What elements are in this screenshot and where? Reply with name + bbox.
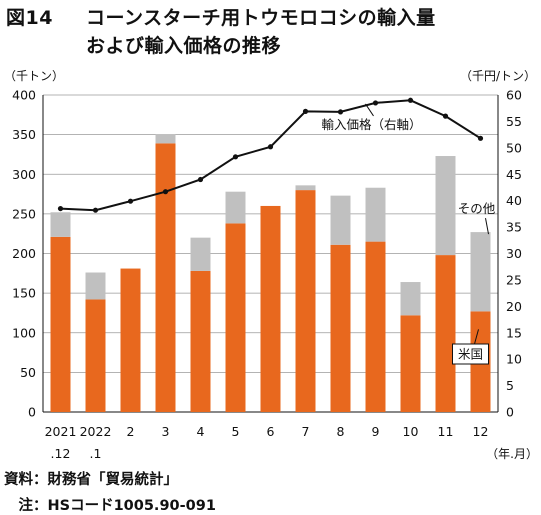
figure-number: 図14 [6, 7, 53, 29]
chart-subtitle: および輸入価格の推移 [86, 35, 282, 57]
us-label-leader [474, 329, 479, 345]
y-left-tick-label: 350 [12, 127, 36, 142]
bar-us [225, 223, 246, 412]
y-left-tick-label: 100 [12, 325, 36, 340]
bar-us [190, 270, 211, 412]
price-point [442, 113, 449, 119]
bar-other [330, 195, 351, 245]
x-unit: （年.月） [486, 447, 538, 461]
bar-us [435, 255, 456, 412]
bar-us [400, 315, 421, 412]
bar-other [295, 185, 316, 191]
bar-other [225, 191, 246, 224]
y-left-unit: （千トン） [4, 69, 64, 83]
y-right-tick-label: 30 [506, 246, 522, 261]
x-tick-label: 4 [197, 424, 205, 439]
y-right-tick-label: 5 [506, 378, 514, 393]
x-tick-label: 5 [232, 424, 240, 439]
x-tick-label: 2021 [45, 424, 77, 439]
us-series-label: 米国 [458, 347, 483, 362]
bar-us [85, 299, 106, 412]
bar-us [50, 236, 71, 412]
bar-other [190, 237, 211, 271]
price-point [57, 205, 64, 212]
x-tick-label: 6 [267, 424, 275, 439]
y-right-tick-label: 10 [506, 352, 522, 367]
price-label-leader [365, 103, 374, 117]
price-point [267, 144, 274, 150]
x-tick-label: 11 [438, 424, 454, 439]
bar-other [155, 134, 176, 144]
x-tick-label-sub: .12 [51, 446, 71, 461]
other-series-label: その他 [458, 201, 496, 216]
y-left-tick-label: 0 [28, 405, 36, 420]
price-point [197, 176, 204, 183]
chart-title: 図14 コーンスターチ用トウモロコシの輸入量 および輸入価格の推移 [6, 4, 536, 60]
x-tick-label: 12 [473, 424, 489, 439]
x-tick-label: 3 [162, 424, 170, 439]
price-point [92, 207, 99, 213]
footnote: 注：HSコード1005.90-091 [4, 498, 216, 514]
price-point [372, 100, 379, 106]
price-point [232, 154, 239, 160]
bar-us [295, 190, 316, 412]
x-tick-label: 2022 [80, 424, 112, 439]
bar-other [400, 282, 421, 316]
y-left-tick-label: 150 [12, 286, 36, 301]
y-left-tick-label: 50 [20, 365, 36, 380]
y-right-tick-label: 0 [506, 405, 514, 420]
x-tick-label: 2 [127, 424, 135, 439]
y-left-tick-label: 300 [12, 167, 36, 182]
price-point [302, 108, 309, 114]
y-right-tick-label: 35 [506, 220, 522, 235]
other-label-leader [485, 218, 489, 235]
price-point [337, 109, 344, 115]
price-point [477, 135, 484, 141]
chart-title-line1: 図14 コーンスターチ用トウモロコシの輸入量 [6, 4, 536, 32]
bar-us [330, 244, 351, 412]
bar-us [260, 205, 281, 412]
us-label-box [452, 343, 489, 365]
y-left-tick-label: 400 [12, 88, 36, 103]
chart-title-text: コーンスターチ用トウモロコシの輸入量 [86, 7, 436, 29]
x-tick-label-sub: .1 [90, 446, 102, 461]
chart-area: 0501001502002503003504000510152025303540… [4, 69, 538, 461]
bar-us [155, 143, 176, 412]
bar-other [85, 272, 106, 300]
x-tick-label: 8 [337, 424, 345, 439]
y-right-tick-label: 25 [506, 272, 522, 287]
bar-other [50, 212, 71, 237]
y-right-tick-label: 55 [506, 114, 522, 129]
y-right-tick-label: 15 [506, 325, 522, 340]
bar-other [470, 232, 491, 312]
y-right-unit: （千円/トン） [460, 69, 536, 83]
price-point [127, 198, 134, 204]
bar-other [365, 187, 386, 242]
y-right-tick-label: 40 [506, 193, 522, 208]
price-point [407, 97, 414, 103]
bar-us [120, 268, 141, 412]
price-line-label: 輸入価格（右軸） [321, 117, 421, 132]
source-note: 資料：財務省「貿易統計」 [4, 472, 178, 488]
y-right-tick-label: 50 [506, 140, 522, 155]
x-tick-label: 7 [302, 424, 310, 439]
bar-us [365, 241, 386, 412]
y-left-tick-label: 250 [12, 206, 36, 221]
y-right-tick-label: 20 [506, 299, 522, 314]
x-tick-label: 9 [372, 424, 380, 439]
y-right-tick-label: 60 [506, 88, 522, 103]
bar-other [435, 156, 456, 256]
y-right-tick-label: 45 [506, 167, 522, 182]
x-tick-label: 10 [403, 424, 419, 439]
price-point [162, 189, 169, 195]
y-left-tick-label: 200 [12, 246, 36, 261]
